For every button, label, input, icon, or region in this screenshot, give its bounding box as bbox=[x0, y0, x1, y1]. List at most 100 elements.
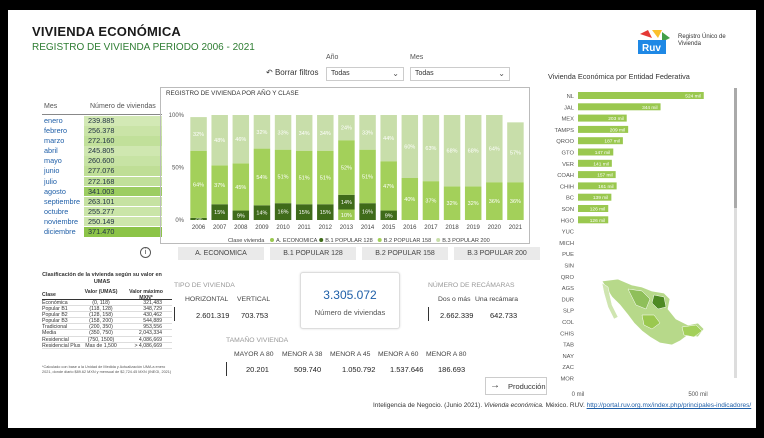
classification-cell: Tradicional bbox=[42, 324, 68, 331]
bar-segment bbox=[443, 186, 461, 220]
legend-marker bbox=[377, 238, 382, 242]
data-label: 14% bbox=[341, 200, 352, 206]
month-name: junio bbox=[44, 166, 60, 176]
bar-segment bbox=[380, 210, 397, 220]
month-row[interactable]: octubre 255.277 bbox=[42, 206, 162, 217]
bar-segment bbox=[211, 204, 228, 220]
x-tick-label: 2019 bbox=[467, 225, 481, 231]
bar-segment bbox=[338, 209, 355, 220]
month-row[interactable]: noviembre 250.149 bbox=[42, 216, 162, 227]
classification-row: Económica (0, 118) 321,483 bbox=[42, 300, 172, 307]
month-select-value: Todas bbox=[415, 70, 434, 77]
month-name: julio bbox=[44, 176, 57, 186]
month-row[interactable]: junio 277.076 bbox=[42, 166, 162, 176]
reset-filters-button[interactable]: ↶ Borrar filtros bbox=[266, 68, 319, 77]
footer-link[interactable]: http://portal.ruv.org.mx/index.php/princ… bbox=[586, 402, 752, 409]
data-label: 16% bbox=[362, 210, 373, 216]
class-button[interactable]: B.3 POPULAR 200 bbox=[454, 247, 540, 260]
page-subtitle: REGISTRO DE VIVIENDA PERIODO 2006 - 2021 bbox=[32, 42, 255, 53]
x-tick-label: 2018 bbox=[445, 225, 459, 231]
tamano-col-label: MENOR A 45 bbox=[330, 351, 371, 358]
state-bar bbox=[578, 193, 612, 201]
data-label: 60% bbox=[404, 145, 415, 151]
class-button[interactable]: A. ECONOMICA bbox=[178, 247, 264, 260]
month-value: 277.076 bbox=[84, 166, 162, 176]
month-value: 272.160 bbox=[84, 136, 162, 146]
state-bar bbox=[578, 182, 617, 190]
production-button[interactable]: → Producción bbox=[485, 377, 547, 395]
legend-entry: B.1 POPULAR 128 bbox=[325, 238, 373, 244]
state-chart-scrollbar[interactable] bbox=[734, 88, 737, 378]
legend-entry: A. ECONOMICA bbox=[276, 238, 318, 244]
bar-segment bbox=[338, 194, 355, 210]
tamano-col-label: MAYOR A 80 bbox=[234, 351, 274, 358]
recamaras-header: NÚMERO DE RECÁMARAS bbox=[428, 282, 515, 289]
classification-cell: Popular B3 bbox=[42, 318, 68, 325]
logo-text: Ruv bbox=[642, 43, 661, 54]
state-label: MICH bbox=[559, 241, 574, 247]
month-value: 272.168 bbox=[84, 176, 162, 187]
month-row[interactable]: diciembre 371.470 bbox=[42, 227, 162, 237]
month-row[interactable]: febrero 256.378 bbox=[42, 126, 162, 136]
bar-segment bbox=[401, 115, 419, 178]
state-label: PUE bbox=[562, 252, 574, 258]
y-tick-label: 100% bbox=[169, 113, 185, 119]
class-button[interactable]: B.1 POPULAR 128 bbox=[270, 247, 356, 260]
state-label: SIN bbox=[564, 264, 574, 270]
classification-cell: Popular B1 bbox=[42, 306, 68, 313]
bar-segment bbox=[338, 115, 355, 141]
info-icon[interactable]: i bbox=[140, 247, 151, 258]
state-value-label: 161 mil bbox=[598, 184, 613, 190]
bar-segment bbox=[295, 204, 313, 220]
state-label: CHIH bbox=[560, 184, 574, 190]
col-max: Valor máximo MXN* bbox=[129, 289, 163, 301]
state-value-label: 209 mil bbox=[610, 127, 625, 133]
bar-segment bbox=[422, 181, 440, 220]
classification-cell: Residencial Plus bbox=[42, 342, 81, 349]
month-row[interactable]: marzo 272.160 bbox=[42, 136, 162, 146]
months-table: Mes Número de viviendas enero 239.885 febr… bbox=[42, 103, 162, 237]
data-label: 32% bbox=[193, 132, 204, 138]
tipo-vivienda-header: TIPO DE VIVIENDA bbox=[174, 282, 235, 289]
bar-segment bbox=[274, 203, 292, 220]
bar-segment bbox=[507, 122, 524, 183]
x-tick-label: 2013 bbox=[340, 225, 354, 231]
x-tick-label: 2014 bbox=[361, 225, 375, 231]
state-bar bbox=[578, 159, 612, 167]
year-class-chart-frame bbox=[160, 87, 530, 244]
classification-cell: 348,729 bbox=[143, 306, 162, 313]
data-label: 2% bbox=[195, 217, 203, 223]
month-select[interactable]: Todas ⌄ bbox=[410, 67, 510, 81]
scrollbar-thumb[interactable] bbox=[734, 88, 737, 208]
bar-segment bbox=[317, 150, 334, 205]
ruv-logo: Ruv bbox=[634, 28, 674, 58]
classification-cell: 2,043,334 bbox=[138, 330, 162, 337]
data-label: 15% bbox=[214, 210, 225, 216]
state-bar bbox=[578, 137, 623, 145]
month-row[interactable]: julio 272.168 bbox=[42, 176, 162, 187]
classification-title: Clasificación de la vivienda según su va… bbox=[42, 272, 162, 285]
bar-segment bbox=[190, 217, 207, 220]
month-value: 255.277 bbox=[84, 206, 162, 217]
classification-cell: 953,556 bbox=[143, 324, 162, 331]
classification-table: Clase Valor (UMAS) Valor máximo MXN* Eco… bbox=[42, 289, 172, 349]
y-tick-label: 50% bbox=[172, 166, 185, 172]
bar-segment bbox=[401, 178, 419, 220]
classification-cell: (200, 350) bbox=[89, 324, 113, 331]
month-row[interactable]: septiembre 263.101 bbox=[42, 196, 162, 207]
month-row[interactable]: agosto 341.003 bbox=[42, 186, 162, 197]
data-label: 33% bbox=[278, 130, 289, 136]
year-select[interactable]: Todas ⌄ bbox=[326, 67, 404, 81]
classification-cell: (750, 1500) bbox=[87, 336, 115, 343]
month-row[interactable]: mayo 260.600 bbox=[42, 156, 162, 166]
legend-entry: B.2 POPULAR 158 bbox=[384, 238, 432, 244]
classification-row: Popular B1 (118, 128) 348,729 bbox=[42, 306, 172, 313]
class-button[interactable]: B.2 POPULAR 158 bbox=[362, 247, 448, 260]
state-bar bbox=[578, 171, 616, 179]
classification-cell: (158, 200) bbox=[89, 318, 113, 325]
state-value-label: 524 mil bbox=[685, 94, 700, 100]
month-row[interactable]: abril 245.805 bbox=[42, 146, 162, 156]
month-name: febrero bbox=[44, 126, 68, 136]
state-label: COAH bbox=[557, 173, 574, 179]
month-row[interactable]: enero 239.885 bbox=[42, 116, 162, 126]
